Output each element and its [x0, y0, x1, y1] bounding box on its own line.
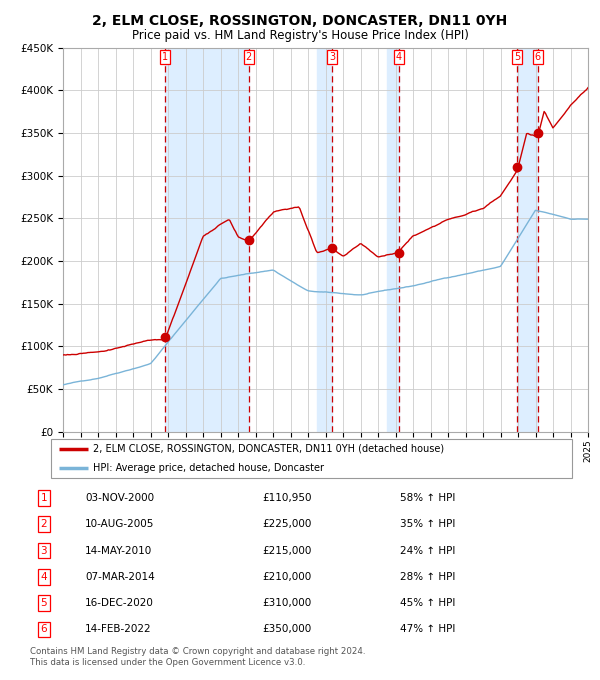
Text: Contains HM Land Registry data © Crown copyright and database right 2024.
This d: Contains HM Land Registry data © Crown c… — [30, 647, 365, 667]
Text: 47% ↑ HPI: 47% ↑ HPI — [400, 624, 455, 634]
Text: 2: 2 — [245, 52, 252, 62]
Text: 2, ELM CLOSE, ROSSINGTON, DONCASTER, DN11 0YH (detached house): 2, ELM CLOSE, ROSSINGTON, DONCASTER, DN1… — [93, 443, 444, 454]
Text: 2, ELM CLOSE, ROSSINGTON, DONCASTER, DN11 0YH: 2, ELM CLOSE, ROSSINGTON, DONCASTER, DN1… — [92, 14, 508, 28]
Bar — [317, 48, 332, 432]
Text: Price paid vs. HM Land Registry's House Price Index (HPI): Price paid vs. HM Land Registry's House … — [131, 29, 469, 41]
Text: 3: 3 — [40, 545, 47, 556]
Text: 28% ↑ HPI: 28% ↑ HPI — [400, 572, 455, 582]
Text: 3: 3 — [329, 52, 335, 62]
Text: 14-FEB-2022: 14-FEB-2022 — [85, 624, 152, 634]
Text: 45% ↑ HPI: 45% ↑ HPI — [400, 598, 455, 608]
Text: £210,000: £210,000 — [262, 572, 311, 582]
Text: 03-NOV-2000: 03-NOV-2000 — [85, 493, 154, 503]
Text: 10-AUG-2005: 10-AUG-2005 — [85, 520, 155, 529]
Text: 35% ↑ HPI: 35% ↑ HPI — [400, 520, 455, 529]
Bar — [517, 48, 538, 432]
Text: 24% ↑ HPI: 24% ↑ HPI — [400, 545, 455, 556]
Text: £215,000: £215,000 — [262, 545, 311, 556]
Text: 1: 1 — [162, 52, 168, 62]
Text: 5: 5 — [514, 52, 520, 62]
Text: £225,000: £225,000 — [262, 520, 311, 529]
Text: HPI: Average price, detached house, Doncaster: HPI: Average price, detached house, Donc… — [93, 463, 324, 473]
Bar — [165, 48, 248, 432]
Text: 58% ↑ HPI: 58% ↑ HPI — [400, 493, 455, 503]
Text: 4: 4 — [40, 572, 47, 582]
Text: £310,000: £310,000 — [262, 598, 311, 608]
Text: £110,950: £110,950 — [262, 493, 311, 503]
Text: 5: 5 — [40, 598, 47, 608]
Text: 4: 4 — [395, 52, 402, 62]
Text: 6: 6 — [40, 624, 47, 634]
Bar — [387, 48, 398, 432]
Text: 07-MAR-2014: 07-MAR-2014 — [85, 572, 155, 582]
Text: 16-DEC-2020: 16-DEC-2020 — [85, 598, 154, 608]
Text: 1: 1 — [40, 493, 47, 503]
Text: 2: 2 — [40, 520, 47, 529]
Text: £350,000: £350,000 — [262, 624, 311, 634]
Text: 6: 6 — [535, 52, 541, 62]
Text: 14-MAY-2010: 14-MAY-2010 — [85, 545, 152, 556]
